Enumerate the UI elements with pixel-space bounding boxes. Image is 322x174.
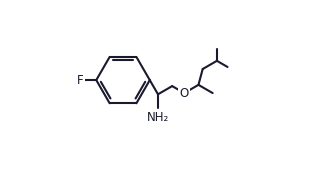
Text: F: F (77, 74, 83, 87)
Text: NH₂: NH₂ (147, 111, 169, 124)
Text: O: O (180, 87, 189, 100)
